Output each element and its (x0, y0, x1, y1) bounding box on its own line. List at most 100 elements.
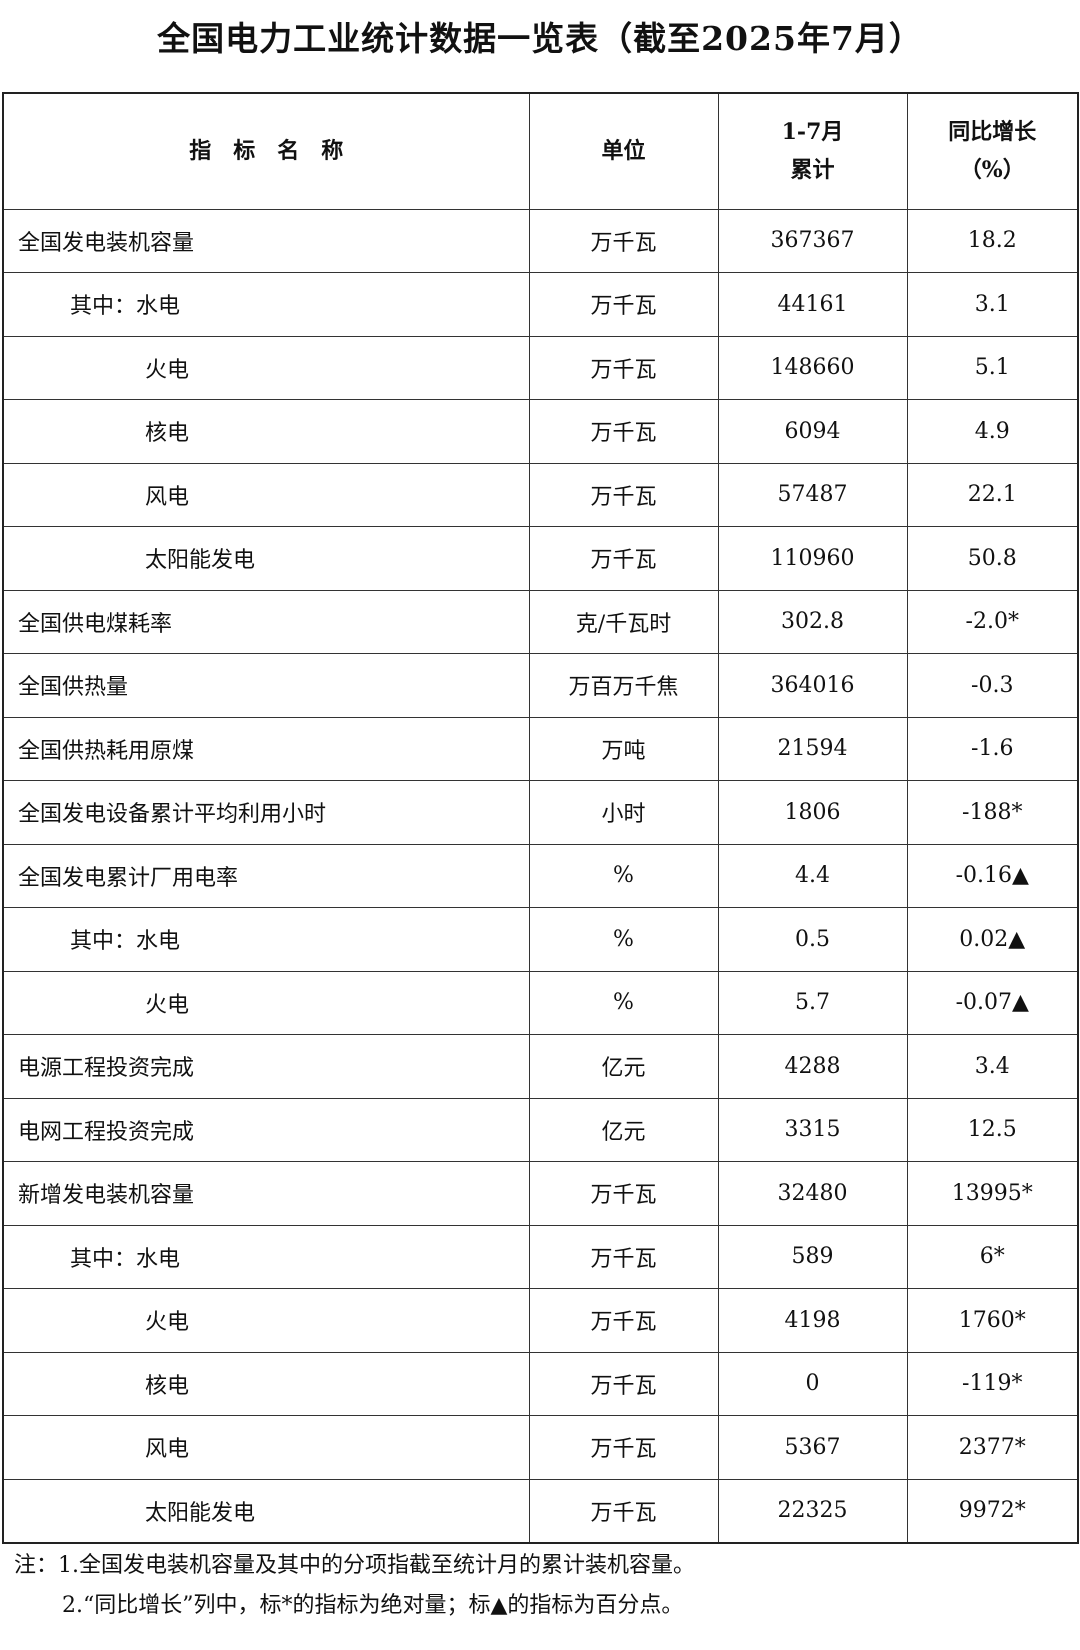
cell-value: 364016 (717, 653, 908, 718)
table-row: 电源工程投资完成 亿元 4288 3.4 (2, 1034, 1079, 1099)
cell-value: 22325 (717, 1478, 908, 1543)
cell-growth: -2.0* (906, 589, 1079, 654)
cell-growth: 3.1 (906, 272, 1079, 337)
cell-value: 32480 (717, 1161, 908, 1226)
cell-value: 0.5 (717, 907, 908, 972)
cell-name: 火电 (2, 970, 530, 1035)
cell-unit: % (528, 970, 719, 1035)
cell-unit: 万千瓦 (528, 1161, 719, 1226)
table-row: 火电 万千瓦 4198 1760* (2, 1288, 1079, 1353)
table-row: 核电 万千瓦 0 -119* (2, 1351, 1079, 1416)
header-cumulative-line1: 1-7月 (781, 119, 844, 146)
cell-name: 全国发电设备累计平均利用小时 (2, 780, 530, 845)
header-name: 指 标 名 称 (2, 92, 530, 210)
cell-unit: 小时 (528, 780, 719, 845)
table-row: 全国供电煤耗率 克/千瓦时 302.8 -2.0* (2, 589, 1079, 654)
table-row: 全国发电累计厂用电率% 4.4 -0.16▲ (2, 843, 1079, 908)
cell-name: 电网工程投资完成 (2, 1097, 530, 1162)
cell-value: 0 (717, 1351, 908, 1416)
cell-value: 4.4 (717, 843, 908, 908)
cell-name: 风电 (2, 462, 530, 527)
footnote-1: 注：1.全国发电装机容量及其中的分项指截至统计月的累计装机容量。 (14, 1553, 695, 1578)
cell-unit: 亿元 (528, 1097, 719, 1162)
header-growth-line2: （%） (959, 157, 1025, 184)
header-growth: 同比增长 （%） (906, 92, 1079, 210)
cell-growth: 13995* (906, 1161, 1079, 1226)
cell-growth: 50.8 (906, 526, 1079, 591)
cell-value: 148660 (717, 335, 908, 400)
cell-growth: 12.5 (906, 1097, 1079, 1162)
cell-name: 全国供电煤耗率 (2, 589, 530, 654)
header-unit: 单位 (528, 92, 719, 210)
table-row: 火电% 5.7 -0.07▲ (2, 970, 1079, 1035)
cell-name: 新增发电装机容量 (2, 1161, 530, 1226)
cell-unit: 万千瓦 (528, 1351, 719, 1416)
cell-name: 全国供热量 (2, 653, 530, 718)
cell-value: 44161 (717, 272, 908, 337)
cell-name: 其中：水电 (2, 907, 530, 972)
cell-unit: 万千瓦 (528, 1415, 719, 1480)
cell-value: 5.7 (717, 970, 908, 1035)
cell-growth: 18.2 (906, 208, 1079, 273)
cell-unit: 克/千瓦时 (528, 589, 719, 654)
table-row: 全国发电装机容量 万千瓦 367367 18.2 (2, 208, 1079, 273)
cell-growth: 6* (906, 1224, 1079, 1289)
cell-value: 589 (717, 1224, 908, 1289)
cell-unit: 万百万千焦 (528, 653, 719, 718)
table-header-row: 指 标 名 称 单位 1-7月累计 同比增长 （%） (2, 92, 1079, 210)
table-row: 电网工程投资完成 亿元 3315 12.5 (2, 1097, 1079, 1162)
table-row: 太阳能发电 万千瓦 110960 50.8 (2, 526, 1079, 591)
cell-name: 火电 (2, 1288, 530, 1353)
cell-unit: 万千瓦 (528, 526, 719, 591)
cell-unit: 万千瓦 (528, 1478, 719, 1543)
cell-unit: 万千瓦 (528, 335, 719, 400)
cell-growth: -0.16▲ (906, 843, 1079, 908)
cell-unit: 亿元 (528, 1034, 719, 1099)
cell-value: 5367 (717, 1415, 908, 1480)
footnote-2: 2.“同比增长”列中，标*的指标为绝对量；标▲的指标为百分点。 (62, 1593, 684, 1618)
header-cumulative: 1-7月累计 (717, 92, 908, 210)
cell-growth: 1760* (906, 1288, 1079, 1353)
cell-name: 核电 (2, 399, 530, 464)
cell-name: 核电 (2, 1351, 530, 1416)
table-row: 其中：水电% 0.5 0.02▲ (2, 907, 1079, 972)
cell-name: 其中：水电 (2, 272, 530, 337)
cell-growth: -119* (906, 1351, 1079, 1416)
cell-name: 电源工程投资完成 (2, 1034, 530, 1099)
header-cumulative-line2: 累计 (790, 157, 835, 184)
cell-growth: -1.6 (906, 716, 1079, 781)
cell-value: 1806 (717, 780, 908, 845)
cell-unit: 万千瓦 (528, 1224, 719, 1289)
cell-name: 风电 (2, 1415, 530, 1480)
cell-growth: 4.9 (906, 399, 1079, 464)
cell-value: 367367 (717, 208, 908, 273)
cell-growth: 22.1 (906, 462, 1079, 527)
cell-name: 其中：水电 (2, 1224, 530, 1289)
cell-growth: -0.07▲ (906, 970, 1079, 1035)
table-row: 太阳能发电 万千瓦 22325 9972* (2, 1478, 1079, 1543)
statistics-table: 指 标 名 称 单位 1-7月 累计 同比增长 （%） 全国发电装机容量 万千瓦 367… (2, 92, 1079, 1544)
cell-value: 302.8 (717, 589, 908, 654)
cell-growth: 2377* (906, 1415, 1079, 1480)
cell-value: 57487 (717, 462, 908, 527)
cell-value: 4198 (717, 1288, 908, 1353)
cell-unit: 万千瓦 (528, 462, 719, 527)
cell-unit: 万千瓦 (528, 399, 719, 464)
table-row: 全国供热耗用原煤 万吨 21594 -1.6 (2, 716, 1079, 781)
table-row: 核电 万千瓦 6094 4.9 (2, 399, 1079, 464)
cell-name: 全国发电装机容量 (2, 208, 530, 273)
table-row: 风电 万千瓦 5367 2377* (2, 1415, 1079, 1480)
table-row: 全国发电设备累计平均利用小时 小时 1806 -188* (2, 780, 1079, 845)
table-row: 新增发电装机容量 万千瓦 32480 13995* (2, 1161, 1079, 1226)
header-growth-line1: 同比增长 (948, 119, 1037, 146)
cell-value: 21594 (717, 716, 908, 781)
cell-growth: 5.1 (906, 335, 1079, 400)
cell-value: 3315 (717, 1097, 908, 1162)
cell-growth: -0.3 (906, 653, 1079, 718)
cell-growth: -188* (906, 780, 1079, 845)
cell-growth: 0.02▲ (906, 907, 1079, 972)
cell-unit: 万千瓦 (528, 208, 719, 273)
cell-unit: % (528, 843, 719, 908)
footnotes: 注：1.全国发电装机容量及其中的分项指截至统计月的累计装机容量。 2.“同比增长… (14, 1546, 695, 1626)
table-row: 全国供热量 万百万千焦 364016 -0.3 (2, 653, 1079, 718)
